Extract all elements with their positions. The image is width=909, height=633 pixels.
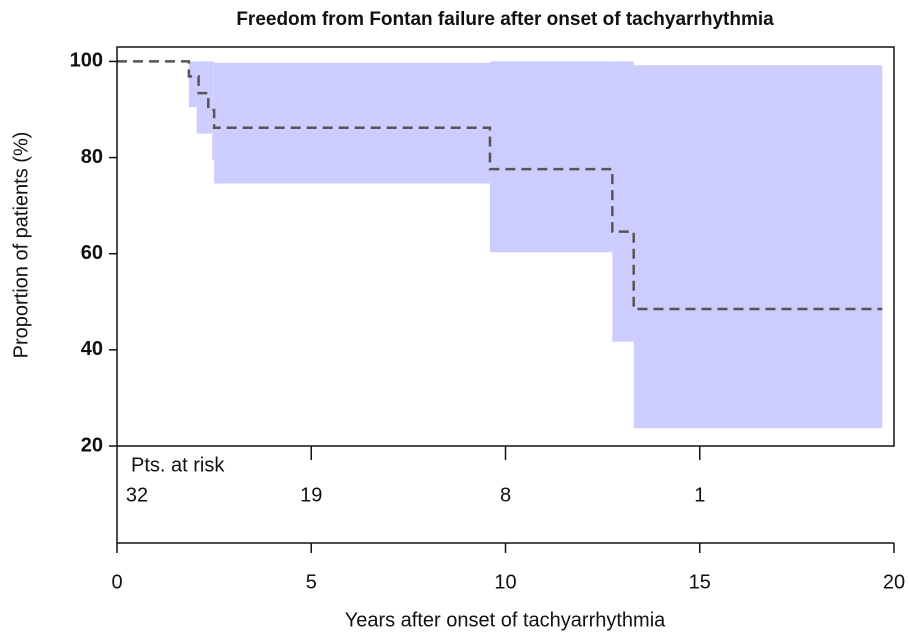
confidence-band <box>633 65 883 429</box>
x-tick-label: 20 <box>883 571 905 593</box>
risk-count: 32 <box>126 484 148 506</box>
y-tick-label: 40 <box>81 338 103 360</box>
risk-table-label: Pts. at risk <box>131 454 225 476</box>
x-tick-label: 0 <box>111 571 122 593</box>
risk-count: 1 <box>694 484 705 506</box>
x-axis-label: Years after onset of tachyarrhythmia <box>345 609 666 631</box>
chart-title: Freedom from Fontan failure after onset … <box>236 9 774 30</box>
confidence-band <box>196 61 199 134</box>
x-tick-label: 10 <box>494 571 516 593</box>
risk-count: 8 <box>500 484 511 506</box>
y-axis-label: Proportion of patients (%) <box>10 132 32 359</box>
confidence-band <box>188 61 197 108</box>
confidence-band <box>214 62 490 184</box>
survival-line <box>117 60 883 311</box>
x-tick-label: 5 <box>306 571 317 593</box>
confidence-band <box>489 61 613 253</box>
confidence-band <box>208 61 213 134</box>
confidence-band <box>612 61 634 342</box>
y-tick-label: 20 <box>81 434 103 456</box>
confidence-band <box>198 61 209 134</box>
y-tick-label: 80 <box>81 146 103 168</box>
y-tick-label: 60 <box>81 242 103 264</box>
y-tick-label: 100 <box>70 50 103 72</box>
x-tick-label: 15 <box>689 571 711 593</box>
risk-count: 19 <box>300 484 322 506</box>
